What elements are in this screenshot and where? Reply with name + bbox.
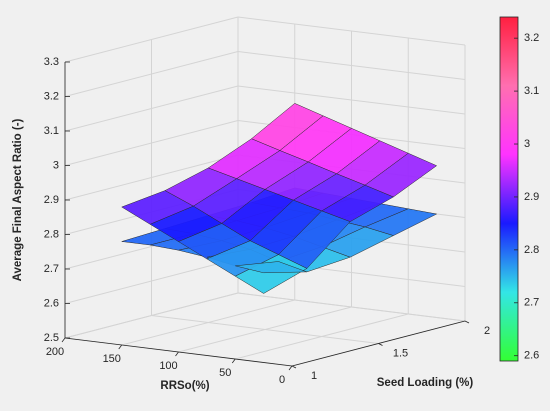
x-tick-label: 0 <box>279 374 285 386</box>
grid-line <box>237 292 466 322</box>
x-tick-label: 150 <box>103 353 121 365</box>
x-tick-label: 100 <box>159 360 177 372</box>
z-tick-label: 2.5 <box>44 332 59 344</box>
z-tick-label: 3.1 <box>44 125 59 137</box>
tick-mark <box>464 320 470 324</box>
x-tick-label: 200 <box>46 346 64 358</box>
colorbar <box>499 16 519 362</box>
colorbar-tick-label: 2.9 <box>524 191 539 203</box>
y-axis-title: Seed Loading (%) <box>377 377 474 389</box>
colorbar-tick-label: 3.1 <box>524 85 539 97</box>
colorbar-tick-label: 3.2 <box>524 32 539 44</box>
y-tick-label: 1.5 <box>393 347 408 359</box>
y-tick-label: 1 <box>311 370 317 382</box>
tick-mark <box>378 343 383 346</box>
y-tick-label: 2 <box>484 325 490 337</box>
z-tick-label: 3.2 <box>44 90 59 102</box>
surface-patch <box>234 254 308 294</box>
colorbar-tick-label: 2.6 <box>524 350 539 362</box>
tick-mark <box>291 365 297 369</box>
z-tick-label: 3.3 <box>44 56 59 68</box>
z-axis-title: Average Final Aspect Ratio (-) <box>12 118 24 281</box>
tick-mark <box>175 351 179 357</box>
tick-mark <box>231 358 236 364</box>
x-axis-title: RRSo(%) <box>160 380 209 392</box>
colorbar-tick-label: 3 <box>524 138 530 150</box>
z-tick-label: 2.6 <box>44 297 59 309</box>
tick-mark <box>61 337 66 343</box>
tick-mark <box>288 365 293 371</box>
grid-line <box>151 315 379 344</box>
z-tick-label: 2.7 <box>44 263 59 275</box>
surface-patch <box>235 261 307 274</box>
colorbar-tick-label: 2.8 <box>524 244 539 256</box>
z-tick-label: 3 <box>53 159 59 171</box>
z-tick-label: 2.8 <box>44 228 59 240</box>
z-tick-label: 2.9 <box>44 194 59 206</box>
tick-mark <box>118 344 123 350</box>
colorbar-tick-label: 2.7 <box>524 297 539 309</box>
x-tick-label: 50 <box>219 367 231 379</box>
